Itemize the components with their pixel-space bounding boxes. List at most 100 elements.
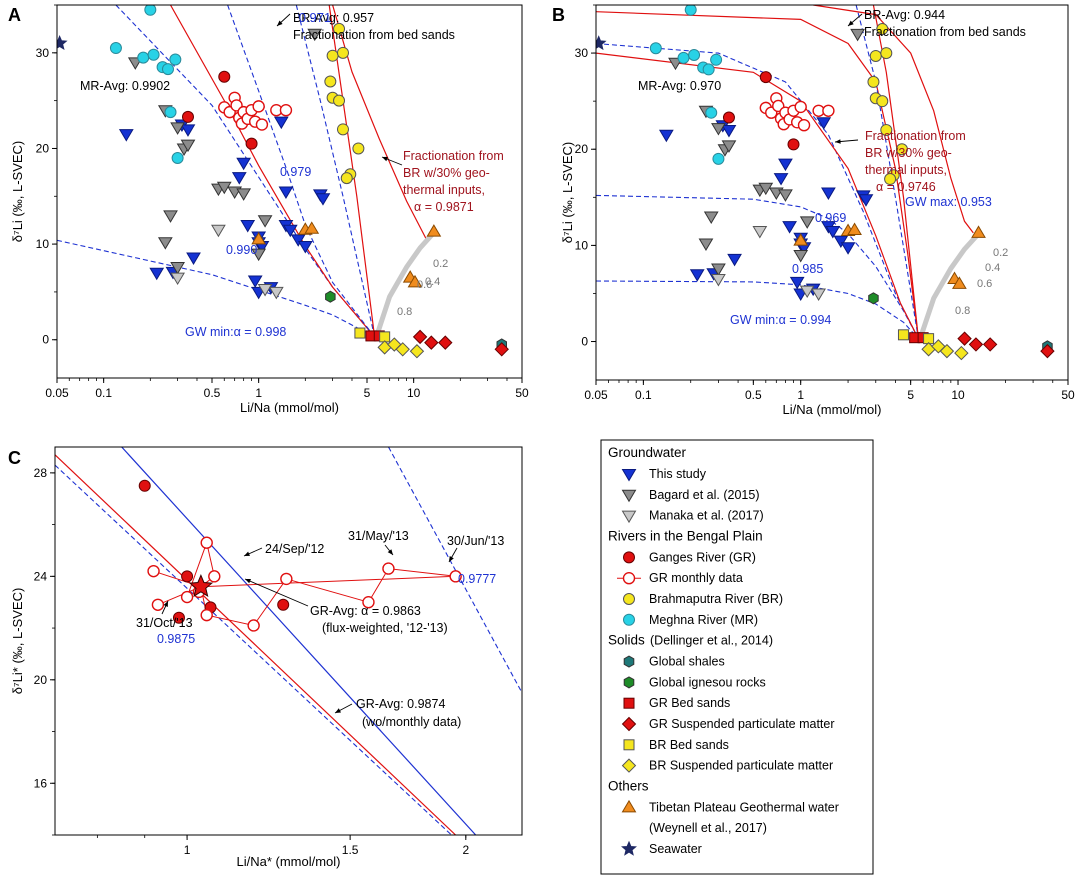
x-tick-label: 10 <box>951 388 965 402</box>
curve-blue-dash <box>295 5 376 338</box>
x-tick-label: 0.1 <box>95 386 112 400</box>
annotation: GW max: 0.953 <box>905 195 992 209</box>
point-mr <box>137 51 150 64</box>
annotation: 0.4 <box>985 262 1000 274</box>
axis-frame <box>54 446 523 836</box>
point-mr <box>712 152 725 165</box>
point-br <box>880 124 893 136</box>
point-gw <box>773 173 789 186</box>
legend-label: Meghna River (MR) <box>649 613 758 627</box>
x-tick-label: 10 <box>407 386 421 400</box>
annotation: 30/Jun/'13 <box>447 534 504 548</box>
x-tick-label: 5 <box>364 386 371 400</box>
point-bagard <box>163 210 178 223</box>
point-grspm <box>1040 343 1055 359</box>
legend-marker-ign <box>623 676 635 689</box>
curve-red <box>169 5 376 338</box>
legend-label: BR Bed sands <box>649 738 729 752</box>
point-mr <box>147 48 160 61</box>
point-brbed <box>897 329 909 341</box>
x-tick-label: 1 <box>255 386 262 400</box>
x-tick-label: 1.5 <box>342 843 359 857</box>
annotation-arrowhead <box>245 579 251 584</box>
y-tick-label: 24 <box>34 569 48 583</box>
point-gw <box>240 219 256 233</box>
point-br <box>876 95 889 108</box>
panel-label: C <box>8 448 21 468</box>
annotation-arrowhead <box>382 156 388 162</box>
point-grm <box>147 564 160 578</box>
point-geo <box>407 274 423 288</box>
point-mr <box>109 42 122 55</box>
point-gw <box>315 193 331 206</box>
legend: Groundwater This study Bagard et al. (2015… <box>600 439 874 875</box>
annotation-leader <box>244 578 309 607</box>
point-grm <box>449 570 462 583</box>
panel-b: B 0.05 0.1 0.5 1 5 10 50 0 10 20 30 Li/Na (mmol/mol)… <box>552 4 1075 417</box>
legend-label: Manaka et al. (2017) <box>649 509 764 523</box>
point-br <box>880 47 893 60</box>
annotation: 0.2 <box>993 247 1008 259</box>
legend-marker-brbed <box>623 739 635 751</box>
point-ign <box>868 292 879 305</box>
point-gw <box>247 275 263 288</box>
point-mr <box>171 152 184 165</box>
point-bagard <box>257 215 273 228</box>
point-gw <box>821 187 836 200</box>
point-bagard <box>170 262 185 275</box>
curve-blue-dash <box>388 447 522 693</box>
point-mr <box>144 5 157 16</box>
point-geo <box>847 222 862 235</box>
point-grm <box>382 562 395 575</box>
plot-area <box>57 5 509 359</box>
point-grm <box>247 619 260 632</box>
point-grm <box>362 596 375 609</box>
x-tick-label: 1 <box>797 388 804 402</box>
point-gr <box>138 479 151 492</box>
point-geo <box>304 221 320 234</box>
annotation-arrowhead <box>387 549 393 555</box>
point-geo <box>426 224 442 237</box>
point-gr <box>181 570 194 583</box>
point-bagard <box>758 182 774 196</box>
annotation: MR-Avg: 0.9902 <box>80 79 170 93</box>
point-gw <box>789 276 805 290</box>
y-tick-label: 20 <box>34 673 48 687</box>
point-br <box>324 75 337 88</box>
point-grm <box>200 536 213 549</box>
annotation: 31/May/'13 <box>348 529 409 543</box>
annotation: BR-Avg: 0.957 <box>293 11 374 25</box>
point-grstar <box>188 573 214 597</box>
x-tick-label: 0.05 <box>584 388 608 402</box>
x-tick-label: 0.5 <box>204 386 221 400</box>
legend-group-title: Solids <box>608 633 645 648</box>
point-grm <box>279 104 293 117</box>
x-tick-label: 50 <box>1061 388 1075 402</box>
curve-blue-dash <box>855 5 919 339</box>
point-gw <box>658 129 674 143</box>
point-bagard <box>251 248 267 262</box>
curve-red <box>813 5 974 234</box>
legend-label: GR Suspended particulate matter <box>649 717 835 731</box>
point-gw <box>778 158 793 172</box>
point-geo <box>971 225 986 238</box>
point-ign <box>325 290 336 303</box>
legend-frame <box>600 439 874 875</box>
point-bagard <box>307 28 323 42</box>
point-gw <box>782 221 797 234</box>
point-grspm <box>424 335 439 350</box>
legend-marker-grm <box>622 572 636 585</box>
point-bagard <box>180 139 196 153</box>
point-gw <box>290 234 306 247</box>
point-mr <box>677 51 690 64</box>
annotation: Fractionation from bed sands <box>293 28 455 42</box>
point-gr <box>181 110 194 123</box>
curve-red <box>596 52 919 339</box>
point-bagard <box>721 140 737 153</box>
point-mr <box>169 53 182 66</box>
annotation: 0.9875 <box>157 632 195 646</box>
point-grspm <box>438 335 453 350</box>
point-brspm <box>954 345 969 361</box>
legend-marker-grbed <box>623 697 635 709</box>
